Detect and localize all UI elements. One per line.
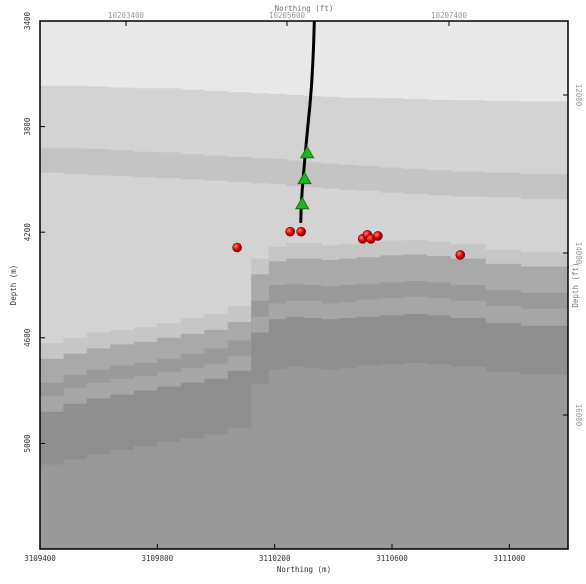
x2-tick-label: 10207400	[431, 11, 468, 20]
plot-frame	[39, 20, 569, 550]
x2-axis-title: Northing (ft)	[275, 4, 334, 13]
y-tick-label: 3400	[23, 11, 32, 30]
receiver-point	[295, 196, 310, 210]
y-tick-label: 4200	[23, 223, 32, 242]
x-tick-label: 3110600	[376, 554, 408, 563]
x-tick-label: 3111000	[494, 554, 526, 563]
event-point	[285, 226, 296, 237]
x-tick-label: 3109800	[142, 554, 174, 563]
axes: 3109400 3109800 3110200 3110600 3111000 North…	[9, 4, 583, 574]
x2-tick-label: 10203400	[108, 11, 145, 20]
y-tick-label: 3800	[23, 117, 32, 136]
y2-tick-label: 14000	[574, 242, 583, 265]
x2-tick-label: 10205600	[269, 11, 306, 20]
y2-tick-label: 12000	[574, 84, 583, 107]
y2-tick-label: 16000	[574, 404, 583, 427]
receiver-point	[297, 171, 312, 185]
event-point	[296, 226, 306, 237]
data-series	[232, 21, 466, 260]
y-tick-label: 4600	[23, 328, 32, 347]
event-point	[373, 231, 383, 241]
y2-axis-title: Depth (ft)	[571, 262, 580, 307]
y-axis-title: Depth (m)	[9, 265, 18, 306]
receiver-point	[300, 145, 315, 159]
x-axis-title: Northing (m)	[277, 565, 331, 574]
subsurface-layers	[40, 21, 568, 549]
well-path-line	[299, 21, 316, 224]
layer-8	[40, 362, 568, 549]
x-tick-label: 3109400	[24, 554, 56, 563]
event-point	[232, 242, 242, 253]
event-point	[455, 250, 466, 260]
x-tick-label: 3110200	[259, 554, 291, 563]
y-tick-label: 5000	[23, 434, 32, 453]
